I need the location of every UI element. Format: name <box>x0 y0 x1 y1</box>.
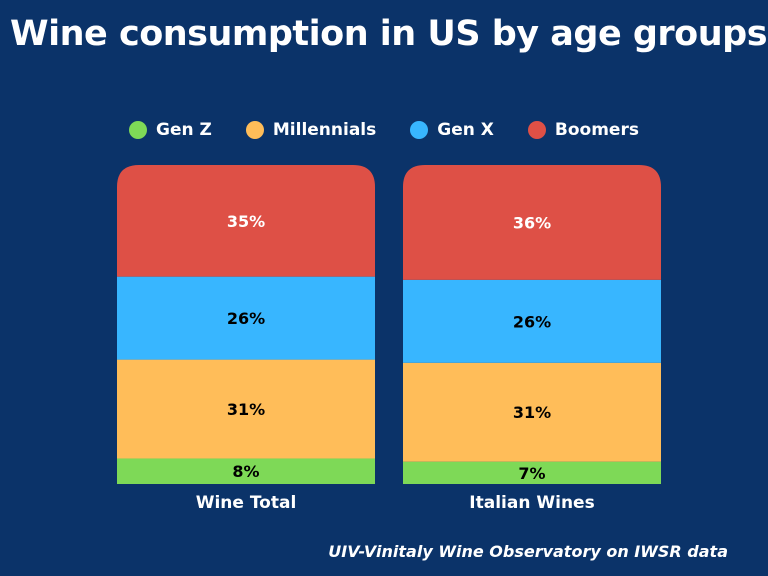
legend-item: Boomers <box>527 120 639 140</box>
legend-item: Gen X <box>410 120 494 140</box>
legend-item: Millennials <box>245 120 377 140</box>
data-label: 7% <box>518 464 545 483</box>
legend-swatch <box>129 121 148 139</box>
data-label: 36% <box>513 213 551 232</box>
bar-segment <box>117 458 375 484</box>
bar-stack <box>403 165 661 484</box>
source-note: UIV-Vinitaly Wine Observatory on IWSR da… <box>328 542 728 561</box>
bar-segment <box>117 276 375 360</box>
legend-swatch <box>245 121 264 139</box>
legend-label: Gen Z <box>156 120 212 140</box>
bar-stack <box>117 165 375 484</box>
bar-segment <box>117 359 375 459</box>
legend: Gen Z Millennials Gen X Boomers <box>0 120 768 140</box>
legend-swatch <box>410 121 429 139</box>
bar-segment <box>403 165 661 280</box>
data-label: 26% <box>513 312 551 331</box>
category-label: Wine Total <box>196 493 297 513</box>
bar-segment <box>403 279 661 363</box>
bar-segment <box>403 362 661 462</box>
data-label: 8% <box>232 462 259 481</box>
bar-segment <box>117 165 375 277</box>
data-label: 26% <box>227 309 265 328</box>
chart-title: Wine consumption in US by age groups <box>10 14 768 54</box>
legend-label: Gen X <box>437 120 494 140</box>
category-label: Italian Wines <box>469 493 594 513</box>
legend-label: Boomers <box>554 120 639 140</box>
data-label: 31% <box>513 403 551 422</box>
bar-segment <box>403 461 661 484</box>
legend-item: Gen Z <box>129 120 212 140</box>
legend-swatch <box>527 121 546 139</box>
data-label: 31% <box>227 400 265 419</box>
data-label: 35% <box>227 212 265 231</box>
legend-label: Millennials <box>272 120 377 140</box>
